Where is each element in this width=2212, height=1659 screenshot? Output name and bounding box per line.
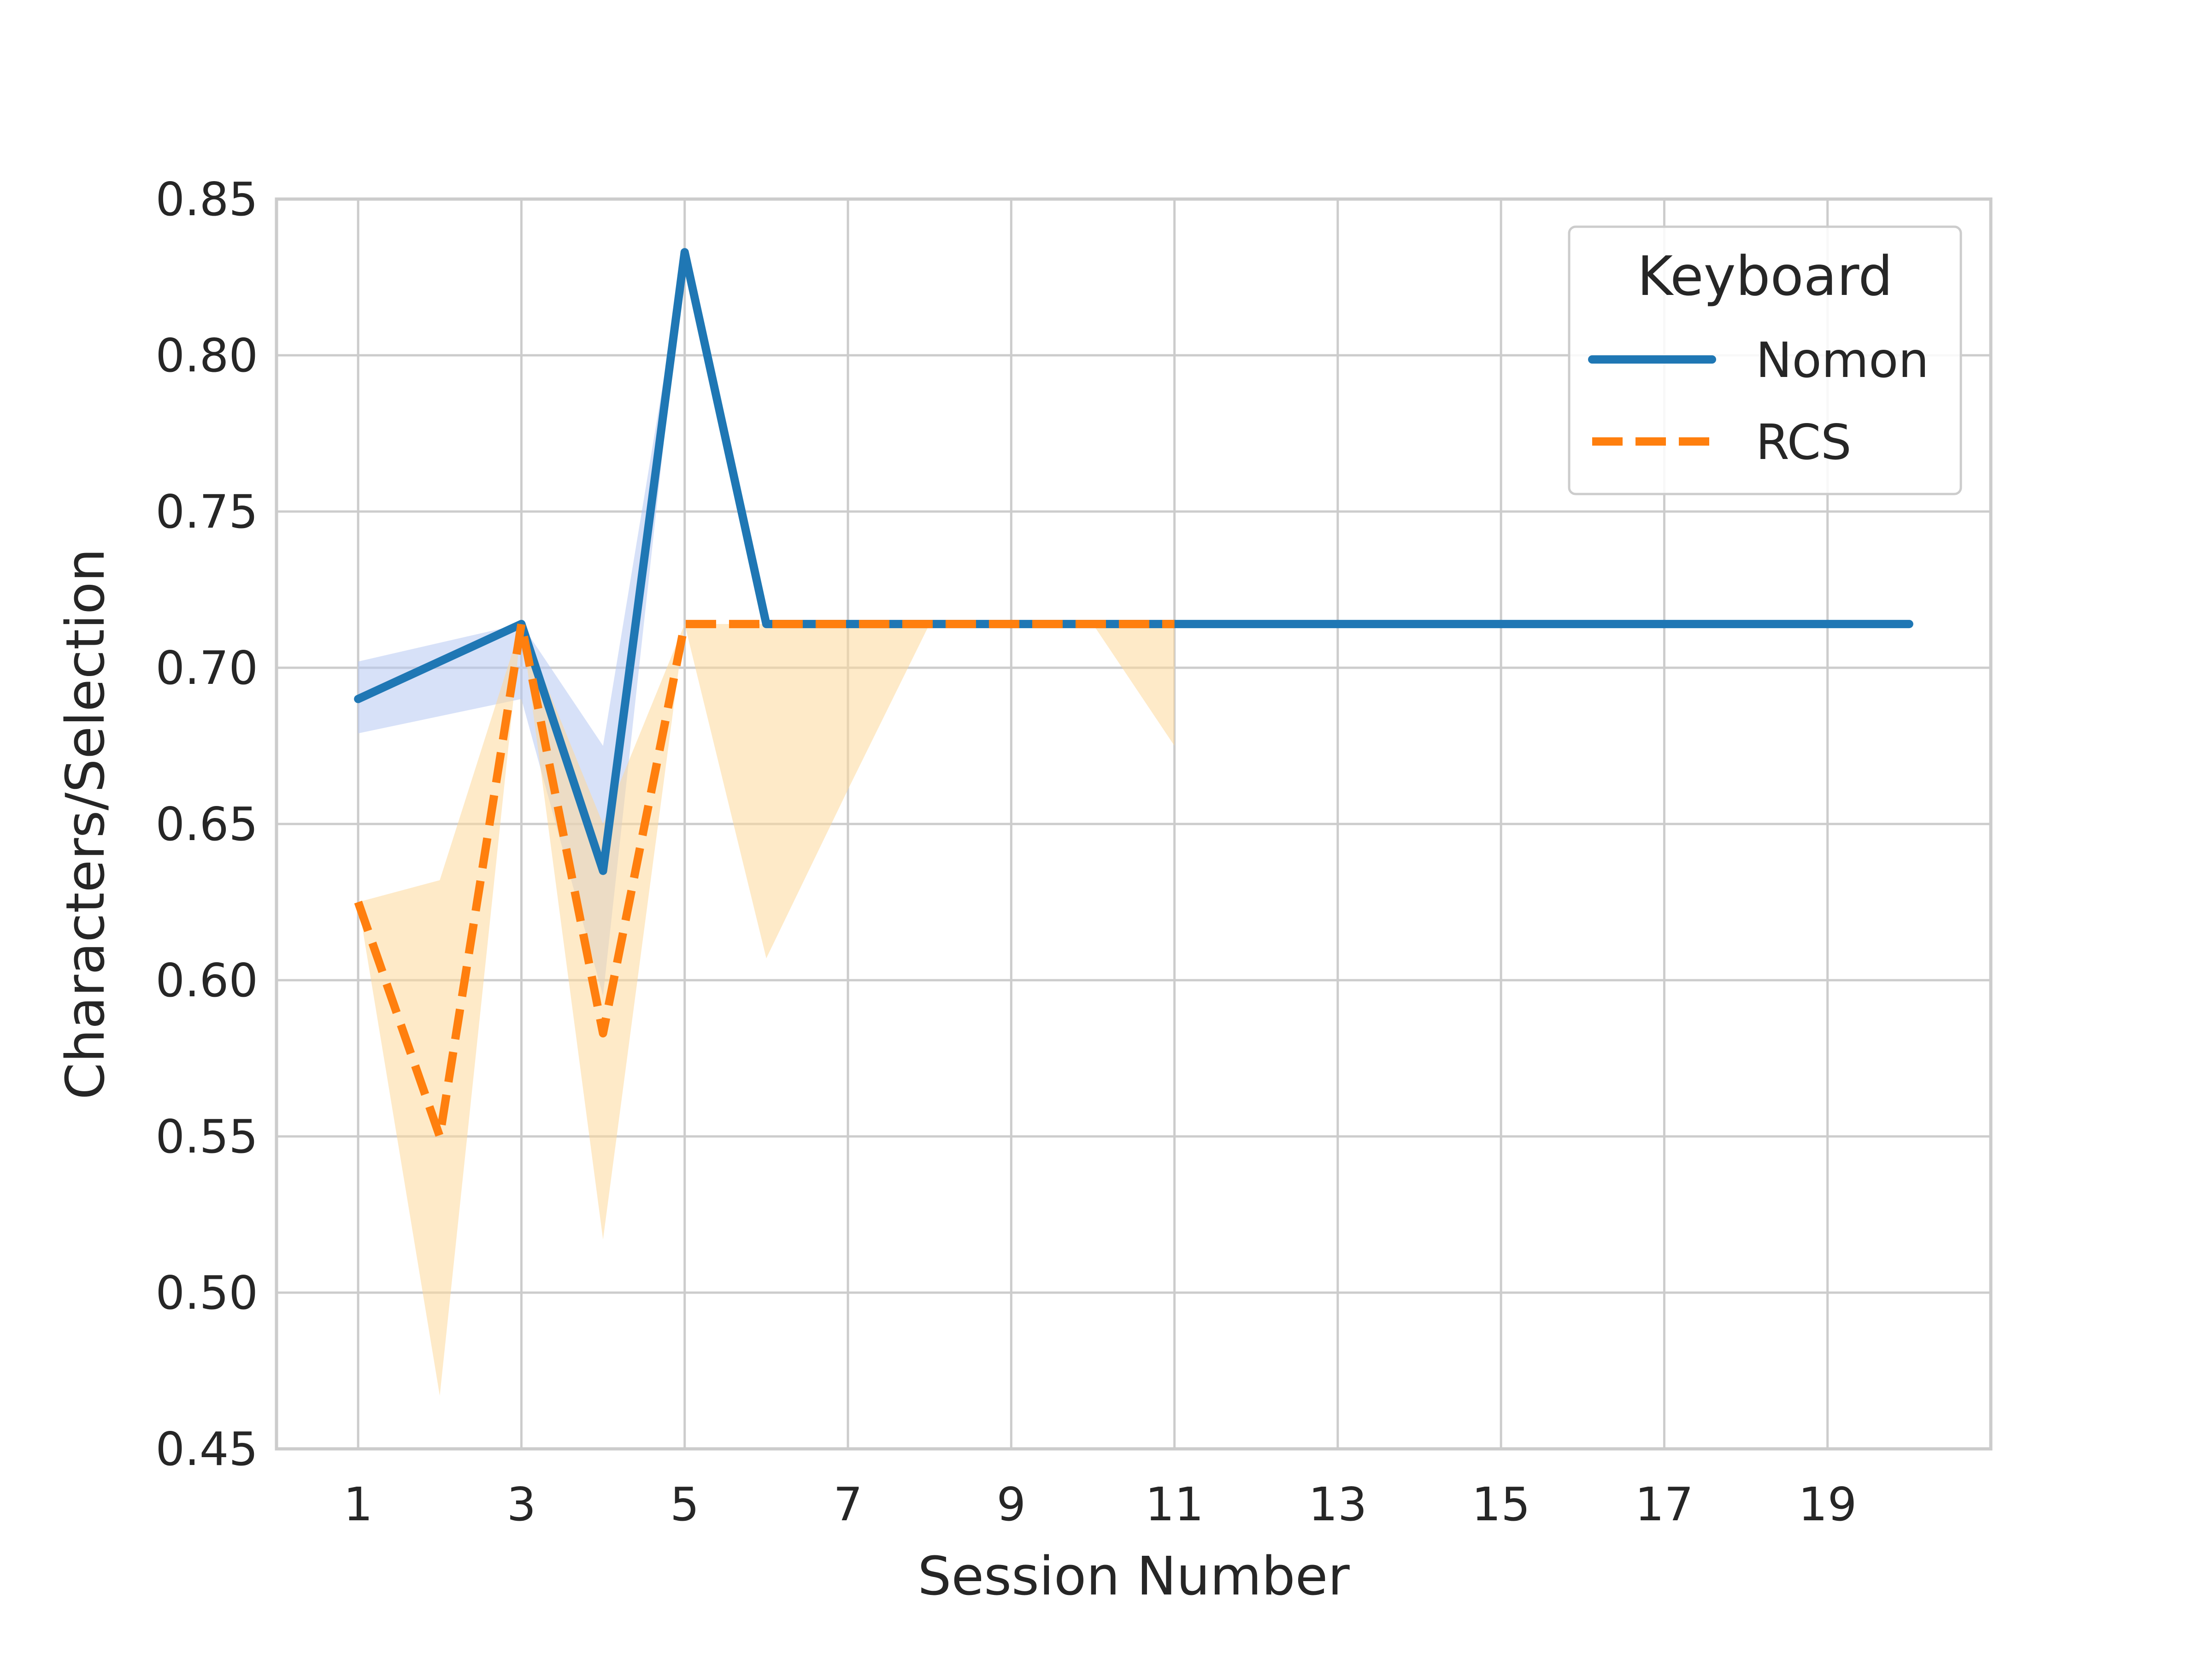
y-tick-label: 0.55 [155, 1110, 258, 1164]
y-axis-label: Characters/Selection [55, 548, 117, 1100]
plot-frame [275, 197, 1993, 1451]
x-tick-label: 11 [1145, 1477, 1204, 1531]
legend-box [1568, 225, 1962, 495]
x-tick-label: 9 [996, 1477, 1026, 1531]
series-line-rcs [354, 620, 1175, 1141]
x-tick-label: 17 [1635, 1477, 1694, 1531]
y-tick-label: 0.45 [155, 1422, 258, 1476]
y-tick-label: 0.75 [155, 485, 258, 539]
tick-labels: 0.450.500.550.600.650.700.750.800.851 3 5 7… [155, 172, 1857, 1531]
x-tick-label: 19 [1798, 1477, 1857, 1531]
legend-label-nomon: Nomon [1756, 332, 1929, 388]
y-tick-label: 0.65 [155, 797, 258, 851]
x-tick-label: 7 [833, 1477, 863, 1531]
series-lines [354, 248, 1913, 1141]
x-tick-label: 15 [1472, 1477, 1530, 1531]
y-tick-label: 0.60 [155, 953, 258, 1007]
y-tick-label: 0.80 [155, 329, 258, 382]
legend-label-rcs: RCS [1756, 414, 1852, 471]
y-tick-label: 0.70 [155, 641, 258, 695]
y-tick-label: 0.50 [155, 1266, 258, 1320]
y-tick-label: 0.85 [155, 172, 258, 226]
x-axis-label: Session Number [918, 1546, 1350, 1607]
x-tick-label: 3 [507, 1477, 536, 1531]
x-tick-label: 5 [670, 1477, 700, 1531]
x-tick-label: 13 [1308, 1477, 1367, 1531]
legend: Keyboard Nomon RCS [1568, 225, 1962, 495]
legend-title: Keyboard [1637, 244, 1893, 308]
x-tick-label: 1 [343, 1477, 373, 1531]
